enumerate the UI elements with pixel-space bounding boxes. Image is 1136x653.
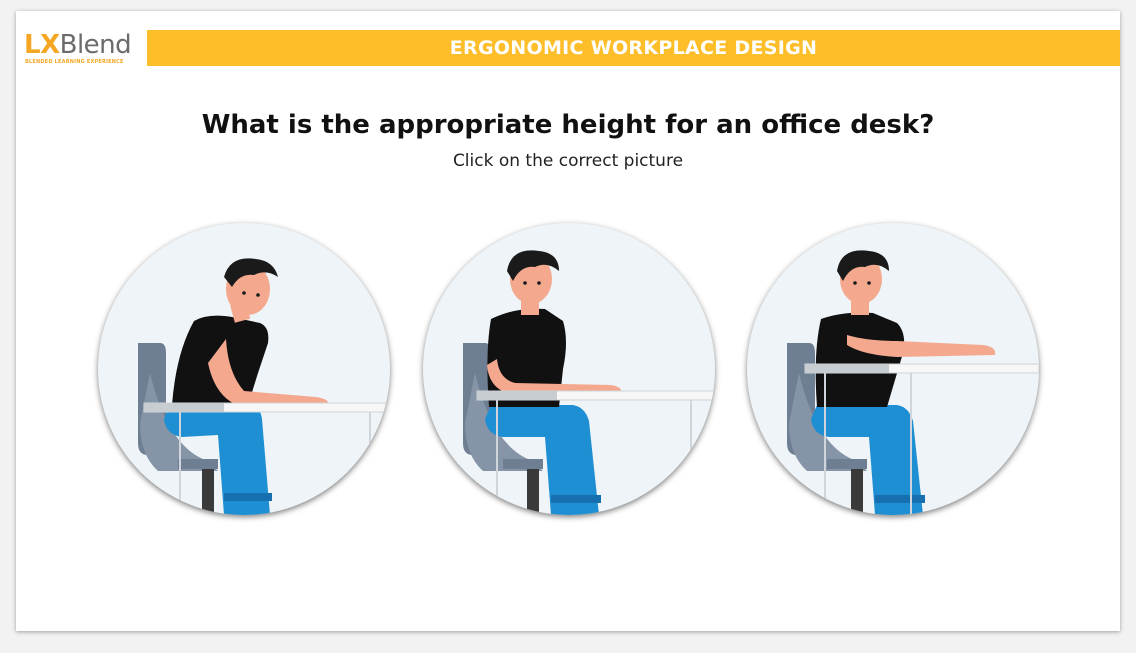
- person-at-low-desk-illustration: [138, 258, 390, 515]
- person-at-high-desk-illustration: [787, 250, 1039, 515]
- logo-tagline: BLENDED LEARNING EXPERIENCE: [25, 59, 124, 65]
- logo-lx: LX: [24, 30, 60, 60]
- answer-choice-low-desk[interactable]: [98, 223, 390, 515]
- logo-blend: Blend: [59, 30, 132, 60]
- answer-choice-high-desk[interactable]: [747, 223, 1039, 515]
- person-at-correct-desk-illustration: [463, 250, 715, 515]
- instruction-text: Click on the correct picture: [452, 151, 684, 171]
- lxblend-logo: LXBlend BLENDED LEARNING EXPERIENCE: [24, 31, 144, 71]
- question-text: What is the appropriate height for an of…: [201, 110, 935, 140]
- header-title: ERGONOMIC WORKPLACE DESIGN: [449, 37, 818, 59]
- logo-wordmark: LXBlend: [24, 30, 132, 60]
- answer-choice-correct-desk[interactable]: [423, 223, 715, 515]
- header-bar: ERGONOMIC WORKPLACE DESIGN: [147, 30, 1120, 66]
- slide: LXBlend BLENDED LEARNING EXPERIENCE ERGO…: [16, 11, 1120, 631]
